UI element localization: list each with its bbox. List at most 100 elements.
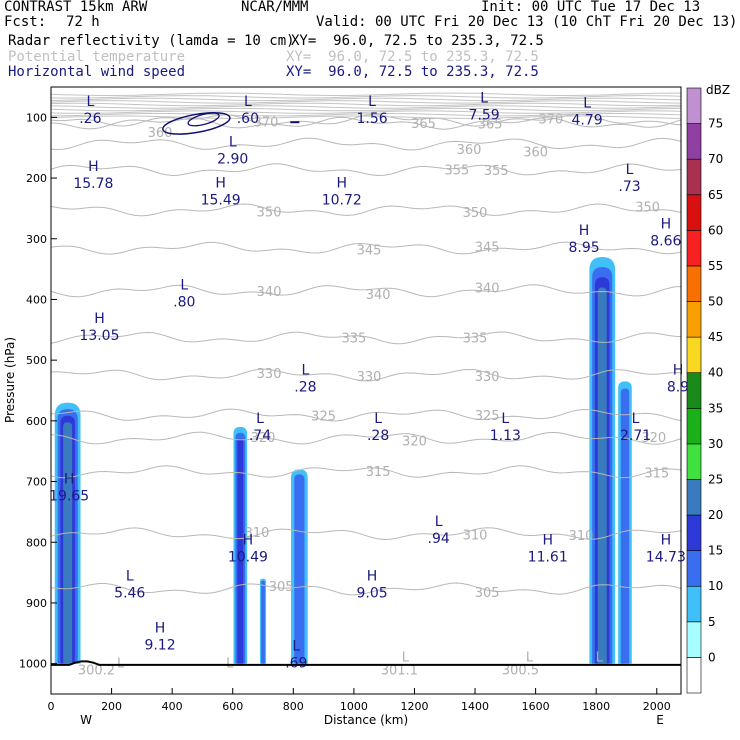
wind-extremum-value-25: 5.46 bbox=[114, 586, 145, 602]
terrain-line-path bbox=[51, 660, 681, 666]
wind-extremum-type-26: H bbox=[367, 569, 378, 585]
x-tick-label-400: 400 bbox=[162, 700, 183, 713]
theta-label-370-0: 370 bbox=[254, 116, 279, 131]
theta-contour-310 bbox=[50, 527, 682, 541]
theta-label-325-1: 325 bbox=[475, 409, 500, 424]
wind-extremum-value-16: .74 bbox=[249, 428, 271, 444]
theta-label-330-2: 330 bbox=[475, 370, 500, 385]
colorbar-level-40: 40 bbox=[708, 366, 723, 380]
reflectivity-cell-0-level-3 bbox=[63, 422, 73, 664]
theta-label-325-0: 325 bbox=[311, 409, 336, 424]
x-tick-label-0: 0 bbox=[48, 700, 55, 713]
wind-extremum-type-20: H bbox=[64, 472, 75, 488]
theta-label-320-0: 320 bbox=[251, 431, 276, 446]
theta-contour-355 bbox=[50, 163, 682, 177]
theta-label-355-0: 355 bbox=[444, 164, 469, 179]
x-tick-label-1400: 1400 bbox=[461, 700, 489, 713]
colorbar-level-5: 5 bbox=[708, 615, 716, 629]
wind-extremum-value-19: 2.71 bbox=[620, 428, 651, 444]
wind-extremum-value-9: .73 bbox=[618, 179, 640, 195]
wind-extremum-value-20: 19.65 bbox=[49, 489, 89, 505]
wind-extremum-type-5: L bbox=[229, 135, 237, 151]
theta-label-315-1: 315 bbox=[644, 466, 669, 481]
theta-contour-345 bbox=[50, 241, 682, 255]
wind-extremum-type-15: H bbox=[673, 362, 684, 378]
colorbar-swatch-4 bbox=[686, 514, 702, 551]
colorbar-swatch-5 bbox=[686, 479, 702, 516]
x-tick-label-200: 200 bbox=[101, 700, 122, 713]
colorbar-level-50: 50 bbox=[708, 295, 723, 309]
wind-extremum-value-22: 10.49 bbox=[228, 549, 268, 565]
colorbar-swatch-0 bbox=[686, 657, 702, 694]
y-tick-label-700: 700 bbox=[26, 476, 47, 489]
theta-contour-330 bbox=[50, 368, 682, 382]
wind-extremum-value-15: 8.9 bbox=[667, 379, 689, 395]
wind-extremum-type-4: L bbox=[583, 95, 591, 111]
wind-extremum-type-21: L bbox=[435, 514, 443, 530]
model-title: CONTRAST 15km ARW bbox=[4, 0, 148, 15]
colorbar-level-25: 25 bbox=[708, 472, 723, 486]
wind-extremum-value-8: 10.72 bbox=[322, 192, 362, 208]
theta-contour-315 bbox=[50, 465, 682, 479]
x-axis-ticks: 0 200 400 600 800 1000 1200 1400 1600 1800 2000 bbox=[48, 688, 671, 713]
plot-frame bbox=[50, 86, 682, 695]
theta-label-350-2: 350 bbox=[635, 201, 660, 216]
theta-low-marker-2: L bbox=[526, 651, 534, 666]
y-axis-ticks: 100 200 300 400 500 600 700 800 900 1000 bbox=[19, 111, 57, 671]
wind-extremum-value-2: 1.56 bbox=[356, 111, 387, 127]
theta-contour-325 bbox=[51, 408, 682, 422]
wind-extremum-value-5: 2.90 bbox=[217, 152, 248, 168]
theta-label-310-2: 310 bbox=[569, 529, 594, 544]
field-theta-xy: XY= 96.0, 72.5 to 235.3, 72.5 bbox=[286, 49, 539, 65]
colorbar-swatch-9 bbox=[686, 336, 702, 374]
wind-extremum-type-7: H bbox=[215, 175, 226, 191]
upper-band-line-9 bbox=[50, 115, 682, 119]
theta-label-305-1: 305 bbox=[475, 586, 500, 601]
x-axis-label: Distance (km) bbox=[324, 713, 408, 727]
wind-extremum-value-24: 14.73 bbox=[646, 549, 686, 565]
colorbar: 0 5 10 15 20 25 30 35 40 45 50 55 60 65 70 75 bbox=[686, 87, 723, 694]
colorbar-swatch-10 bbox=[686, 301, 702, 338]
theta-contour-365 bbox=[50, 116, 682, 130]
colorbar-level-0: 0 bbox=[708, 650, 716, 664]
upper-band-line-7 bbox=[50, 110, 682, 114]
colorbar-level-30: 30 bbox=[708, 437, 723, 451]
wind-extremum-value-12: .80 bbox=[173, 294, 195, 310]
fcst-label: Fcst: bbox=[4, 14, 47, 30]
wind-extremum-type-22: H bbox=[243, 532, 254, 548]
wind-extremum-type-9: L bbox=[626, 162, 634, 178]
theta-contours bbox=[50, 113, 682, 596]
colorbar-swatch-15 bbox=[686, 123, 702, 160]
field-reflectivity-xy: XY= 96.0, 72.5 to 235.3, 72.5 bbox=[291, 33, 544, 49]
theta-label-310-1: 310 bbox=[463, 528, 488, 543]
colorbar-level-55: 55 bbox=[708, 259, 723, 273]
colorbar-swatch-13 bbox=[686, 194, 702, 231]
y-tick-label-900: 900 bbox=[26, 597, 47, 610]
upper-band-line-4 bbox=[50, 102, 682, 107]
theta-label-315-0: 315 bbox=[366, 465, 391, 480]
wind-extremum-type-10: H bbox=[579, 223, 590, 239]
colorbar-level-45: 45 bbox=[708, 330, 723, 344]
wind-extremum-value-13: 13.05 bbox=[79, 328, 119, 344]
upper-band-line-1 bbox=[50, 95, 682, 99]
colorbar-level-35: 35 bbox=[708, 401, 723, 415]
theta-label-340-0: 340 bbox=[257, 285, 282, 300]
y-tick-label-100: 100 bbox=[26, 111, 47, 124]
field-wind-name: Horizontal wind speed bbox=[8, 64, 186, 80]
theta-label-300-2: 300.5 bbox=[502, 664, 539, 679]
theta-label-350-0: 350 bbox=[257, 205, 282, 220]
y-axis-label: Pressure (hPa) bbox=[3, 337, 17, 423]
reflectivity-cell-3-level-1 bbox=[294, 474, 305, 664]
wind-extremum-value-18: 1.13 bbox=[490, 428, 521, 444]
theta-label-355-1: 355 bbox=[484, 164, 509, 179]
colorbar-swatch-2 bbox=[686, 585, 702, 623]
wind-extremum-type-23: H bbox=[542, 532, 553, 548]
theta-label-320-1: 320 bbox=[402, 434, 427, 449]
reflectivity-cell-4-level-3 bbox=[597, 287, 607, 664]
theta-label-340-2: 340 bbox=[475, 281, 500, 296]
theta-label-335-1: 335 bbox=[463, 332, 488, 347]
init-time: Init: 00 UTC Tue 17 Dec 13 bbox=[481, 0, 701, 15]
wind-extremum-type-8: H bbox=[337, 175, 348, 191]
theta-contour-labels: 300.2 301.1 300.5 305 305 310 310 310 315 315 320 3… bbox=[78, 113, 669, 679]
theta-label-365-0: 365 bbox=[411, 117, 436, 132]
